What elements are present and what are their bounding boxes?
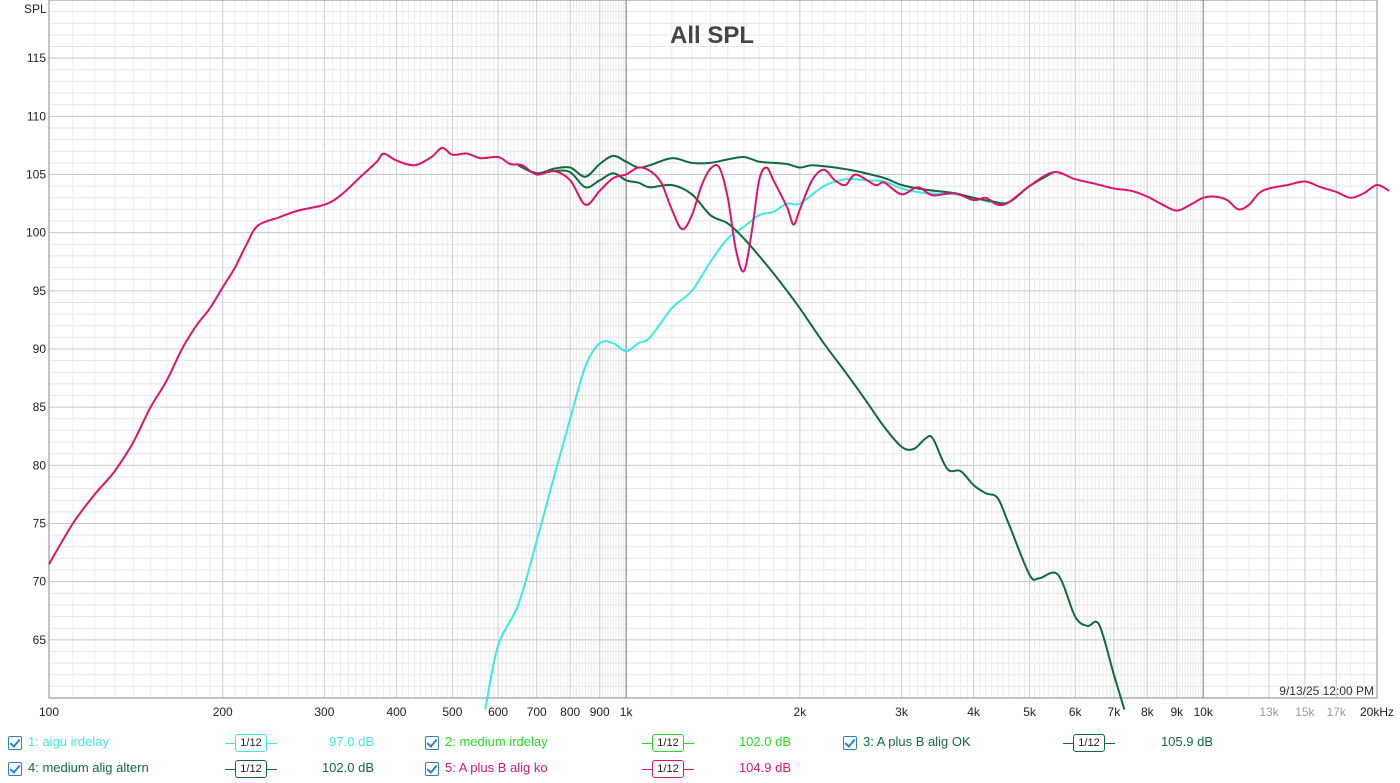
series-visibility-checkbox[interactable] [8,736,22,750]
x-tick-label: 200 [213,705,233,719]
y-tick-label: 90 [33,342,47,356]
legend-item-3: 3: A plus B alig OK 1/12 105.9 dB [843,733,1243,755]
smoothing-selector[interactable]: 1/12 [1063,733,1115,755]
plot-lines [48,146,1390,710]
legend-level: 97.0 dB [329,734,374,749]
legend-item-2: 2: medium irdelay 1/12 102.0 dB [425,733,825,755]
x-tick-label: 1k [620,705,634,719]
y-tick-label: 105 [26,168,46,182]
y-axis-label: SPL [24,2,47,16]
smoothing-value: 1/12 [652,734,684,752]
series-line-5 [48,146,1390,565]
smoothing-value: 1/12 [652,760,684,778]
x-tick-label: 800 [560,705,580,719]
x-tick-label: 900 [590,705,610,719]
legend-series-name: 3: A plus B alig OK [863,734,971,749]
y-tick-label: 65 [33,633,47,647]
x-tick-label: 5k [1023,705,1037,719]
legend-item-4: 4: medium alig altern 1/12 102.0 dB [8,759,408,781]
y-tick-label: 85 [33,400,47,414]
legend-level: 104.9 dB [738,760,791,775]
x-tick-label: 15k [1295,705,1315,719]
series-line-4 [517,164,1126,710]
x-tick-label: 7k [1108,705,1122,719]
y-tick-labels: 65 70 75 80 85 90 95 100 105 110 115 [26,51,46,647]
y-tick-label: 95 [33,284,47,298]
x-tick-label: 2k [794,705,808,719]
x-tick-label: 100 [39,705,59,719]
legend-series-name: 5: A plus B alig ko [445,760,548,775]
series-visibility-checkbox[interactable] [8,762,22,776]
smoothing-selector[interactable]: 1/12 [642,733,694,755]
x-tick-label: 3k [895,705,909,719]
legend-series-name: 2: medium irdelay [445,734,548,749]
series-visibility-checkbox[interactable] [843,736,857,750]
timestamp: 9/13/25 12:00 PM [1279,684,1374,698]
plot-frame [48,0,1378,699]
x-tick-label: 300 [314,705,334,719]
x-tick-label: 600 [488,705,508,719]
legend-level: 105.9 dB [1160,734,1213,749]
x-tick-label: 13k [1259,705,1279,719]
series-visibility-checkbox[interactable] [425,736,439,750]
chart-title: All SPL [670,22,754,49]
x-tick-label: 8k [1141,705,1155,719]
smoothing-selector[interactable]: 1/12 [225,733,277,755]
legend-level: 102.0 dB [321,760,374,775]
smoothing-selector[interactable]: 1/12 [642,759,694,781]
y-tick-label: 70 [33,575,47,589]
legend-item-5: 5: A plus B alig ko 1/12 104.9 dB [425,759,825,781]
smoothing-value: 1/12 [1073,734,1105,752]
y-tick-label: 110 [27,109,46,123]
y-tick-label: 100 [26,226,46,240]
x-tick-label: 10k [1194,705,1214,719]
legend-series-name: 4: medium alig altern [28,760,149,775]
x-tick-label: 500 [442,705,462,719]
x-tick-label: 400 [386,705,406,719]
smoothing-value: 1/12 [235,734,267,752]
x-tick-label: 4k [967,705,981,719]
y-tick-label: 75 [33,517,47,531]
x-tick-label: 700 [527,705,547,719]
x-tick-label: 20kHz [1360,705,1394,719]
x-tick-label: 17k [1327,705,1347,719]
smoothing-selector[interactable]: 1/12 [225,759,277,781]
legend-item-1: 1: aigu irdelay 1/12 97.0 dB [8,733,408,755]
smoothing-value: 1/12 [235,760,267,778]
legend-level: 102.0 dB [738,734,791,749]
x-tick-label: 6k [1069,705,1083,719]
x-tick-label: 9k [1171,705,1185,719]
y-tick-label: 115 [27,51,46,65]
legend-series-name: 1: aigu irdelay [28,734,109,749]
x-tick-labels: 100 200 300 400 500 600 700 800 900 1k 2k 3k 4k 5k 6k 7… [39,705,1394,719]
series-visibility-checkbox[interactable] [425,762,439,776]
y-tick-label: 80 [33,458,47,472]
